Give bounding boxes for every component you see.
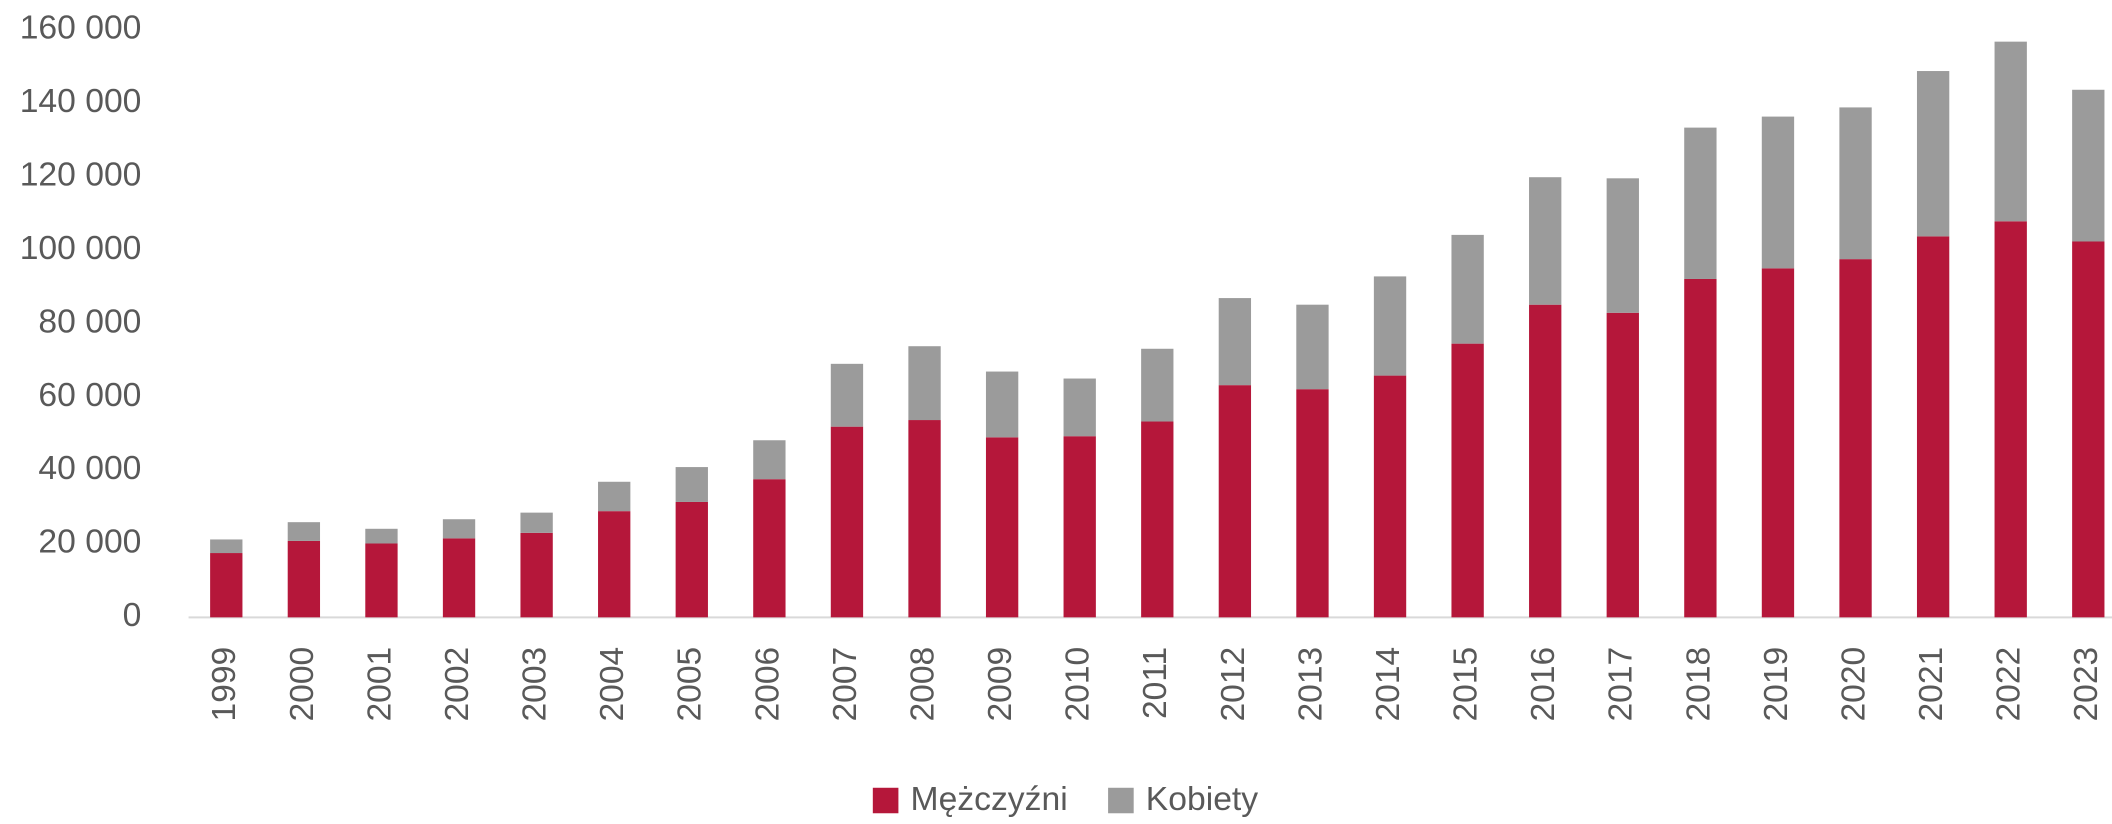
bar	[1684, 278, 1717, 618]
bar	[1296, 304, 1329, 390]
bar	[985, 437, 1019, 618]
x-tick-label: 2017	[1603, 647, 1640, 722]
x-tick-label: 2021	[1913, 647, 1950, 722]
x-tick-label: 2006	[749, 647, 786, 722]
bar	[1761, 268, 1795, 618]
bar	[598, 511, 631, 618]
bar	[1916, 71, 1950, 237]
y-tick-label: 60 000	[38, 377, 141, 414]
bar	[1451, 343, 1484, 618]
x-tick-label: 2013	[1292, 647, 1329, 722]
x-tick-label: 2012	[1215, 647, 1252, 722]
bar	[598, 481, 631, 512]
bar	[753, 440, 786, 480]
x-tick-label: 2009	[982, 647, 1019, 722]
y-tick-label: 140 000	[20, 83, 142, 120]
bar	[908, 420, 941, 618]
bar	[365, 543, 398, 618]
x-tick-label: 2003	[516, 647, 553, 722]
bar	[1529, 177, 1562, 305]
bar	[1761, 116, 1795, 269]
bar	[675, 501, 708, 618]
bar	[1994, 221, 2027, 618]
x-tick-label: 1999	[206, 647, 243, 722]
x-tick-label: 2018	[1680, 647, 1717, 722]
bar	[1606, 312, 1639, 618]
bar	[520, 512, 553, 533]
bar	[1529, 304, 1562, 618]
bar	[1839, 107, 1872, 260]
x-tick-label: 2001	[361, 647, 398, 722]
x-tick-label: 2002	[439, 647, 476, 722]
y-tick-label: 160 000	[20, 9, 142, 46]
x-tick-label: 2022	[1991, 647, 2028, 722]
bar	[753, 479, 786, 618]
y-tick-label: 80 000	[38, 303, 141, 340]
bar	[287, 522, 321, 541]
x-tick-label: 2019	[1758, 647, 1795, 722]
legend-swatch	[872, 787, 899, 814]
bar	[830, 363, 864, 427]
bar	[1296, 389, 1329, 618]
x-tick-label: 2004	[594, 647, 631, 722]
x-tick-label: 2010	[1060, 647, 1097, 722]
bar	[442, 538, 476, 618]
legend-label: Mężczyźni	[911, 781, 1068, 818]
legend-label: Kobiety	[1146, 781, 1259, 818]
bar	[1606, 178, 1639, 313]
bar	[520, 532, 553, 618]
bar	[365, 528, 398, 544]
y-tick-label: 20 000	[38, 524, 141, 561]
x-tick-label: 2007	[827, 647, 864, 722]
bar	[1063, 436, 1096, 618]
y-tick-label: 40 000	[38, 450, 141, 487]
bar	[210, 539, 243, 554]
bar	[1994, 41, 2027, 222]
y-tick-label: 120 000	[20, 156, 142, 193]
bar	[2072, 89, 2105, 242]
legend-swatch	[1108, 787, 1134, 814]
bar	[1916, 236, 1950, 618]
bar	[1373, 375, 1407, 618]
bar	[442, 519, 476, 539]
bar	[830, 426, 864, 618]
bar	[1063, 378, 1096, 437]
bar	[1141, 421, 1174, 618]
x-tick-label: 2014	[1370, 647, 1407, 722]
bar	[1373, 276, 1407, 376]
x-tick-label: 2000	[284, 647, 321, 722]
x-tick-label: 2008	[904, 647, 941, 722]
x-tick-label: 2015	[1447, 647, 1484, 722]
x-tick-label: 2020	[1835, 647, 1872, 722]
bar	[1451, 234, 1484, 344]
bar	[675, 467, 708, 502]
x-tick-label: 2011	[1137, 647, 1174, 719]
bar	[1218, 385, 1252, 618]
bar	[908, 346, 941, 421]
y-tick-label: 100 000	[20, 230, 142, 267]
bar	[1218, 298, 1252, 386]
bar	[210, 553, 243, 618]
bar	[1684, 127, 1717, 279]
x-tick-label: 2005	[672, 647, 709, 722]
y-tick-label: 0	[123, 597, 142, 634]
bar	[2072, 241, 2105, 618]
bar	[1839, 259, 1872, 618]
x-tick-label: 2016	[1525, 647, 1562, 722]
bar	[985, 371, 1019, 438]
x-tick-label: 2023	[2068, 647, 2105, 722]
bar	[287, 540, 321, 618]
bar	[1141, 348, 1174, 422]
